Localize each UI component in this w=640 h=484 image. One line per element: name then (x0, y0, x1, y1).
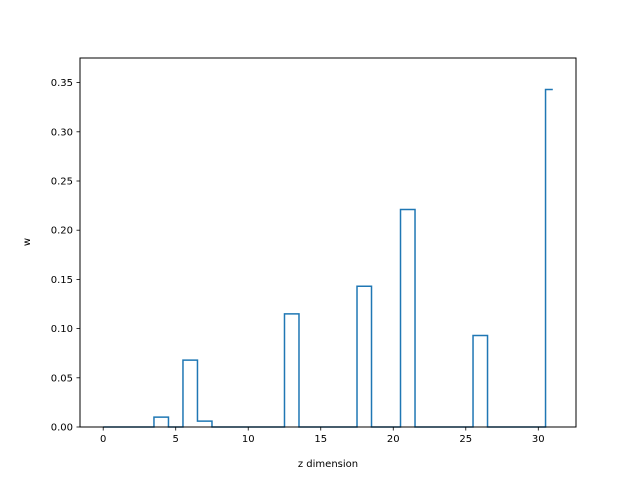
x-tick-label: 20 (387, 434, 400, 445)
y-tick-label: 0.05 (51, 373, 73, 384)
x-tick-label: 0 (100, 434, 106, 445)
x-ticks: 0 5 10 15 20 25 30 (100, 427, 545, 445)
y-tick-label: 0.20 (51, 226, 73, 237)
y-tick-label: 0.00 (51, 423, 73, 434)
y-tick-label: 0.15 (51, 275, 73, 286)
y-ticks: 0.00 0.05 0.10 0.15 0.20 0.25 0.30 0.35 (51, 78, 80, 434)
x-tick-label: 15 (314, 434, 327, 445)
y-tick-label: 0.30 (51, 127, 73, 138)
y-tick-label: 0.10 (51, 324, 73, 335)
x-tick-label: 5 (173, 434, 179, 445)
x-tick-label: 10 (242, 434, 255, 445)
x-tick-label: 30 (532, 434, 545, 445)
y-tick-label: 0.35 (51, 78, 73, 89)
x-tick-label: 25 (459, 434, 472, 445)
y-tick-label: 0.25 (51, 177, 73, 188)
x-axis-label: z dimension (298, 459, 358, 470)
y-axis-label: w (22, 238, 33, 246)
axes-frame (79, 57, 577, 428)
